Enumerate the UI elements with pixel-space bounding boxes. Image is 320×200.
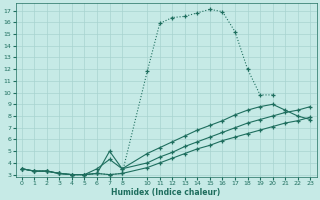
X-axis label: Humidex (Indice chaleur): Humidex (Indice chaleur) [111, 188, 221, 197]
